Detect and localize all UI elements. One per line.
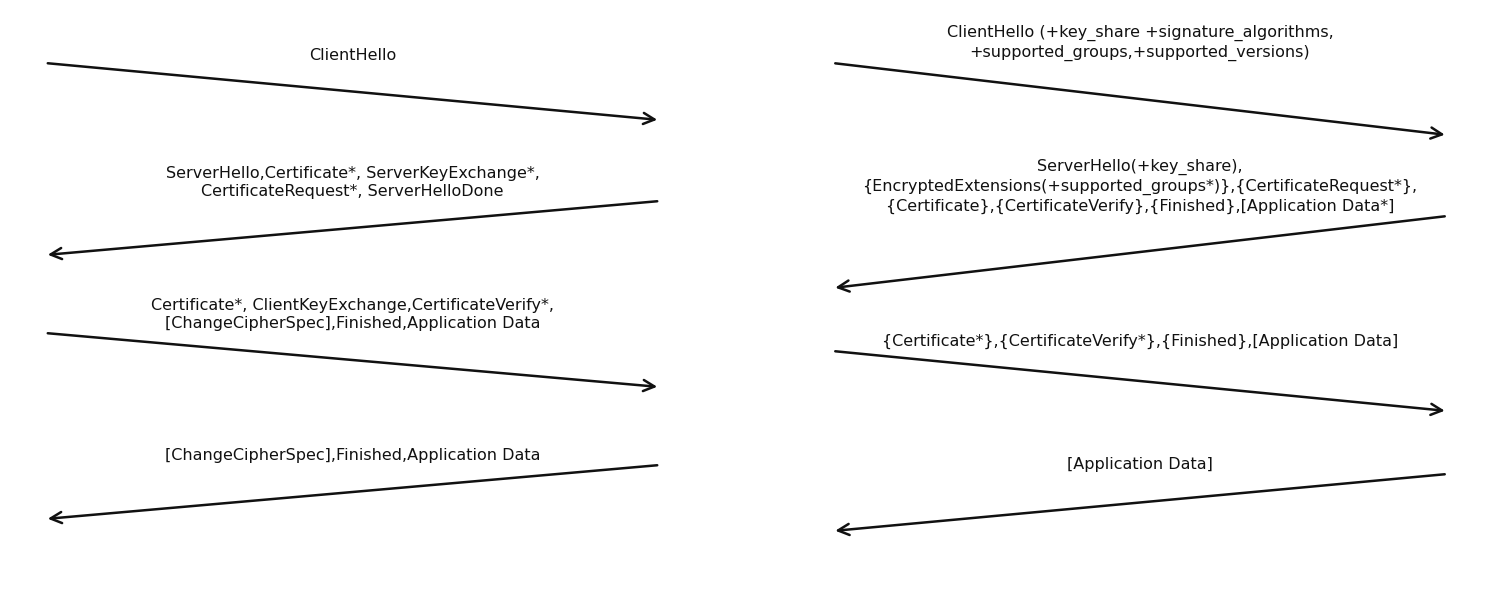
Text: ClientHello (+key_share +signature_algorithms,
+supported_groups,+supported_vers: ClientHello (+key_share +signature_algor…	[946, 25, 1334, 61]
Text: {Certificate*},{CertificateVerify*},{Finished},[Application Data]: {Certificate*},{CertificateVerify*},{Fin…	[882, 334, 1398, 349]
Text: ClientHello: ClientHello	[309, 48, 396, 63]
Text: Certificate*, ClientKeyExchange,CertificateVerify*,
[ChangeCipherSpec],Finished,: Certificate*, ClientKeyExchange,Certific…	[152, 298, 554, 331]
Text: [ChangeCipherSpec],Finished,Application Data: [ChangeCipherSpec],Finished,Application …	[165, 448, 540, 463]
Text: ServerHello(+key_share),
{EncryptedExtensions(+supported_groups*)},{CertificateR: ServerHello(+key_share), {EncryptedExten…	[862, 159, 1418, 214]
Text: ServerHello,Certificate*, ServerKeyExchange*,
CertificateRequest*, ServerHelloDo: ServerHello,Certificate*, ServerKeyExcha…	[165, 166, 540, 199]
Text: [Application Data]: [Application Data]	[1066, 457, 1214, 472]
